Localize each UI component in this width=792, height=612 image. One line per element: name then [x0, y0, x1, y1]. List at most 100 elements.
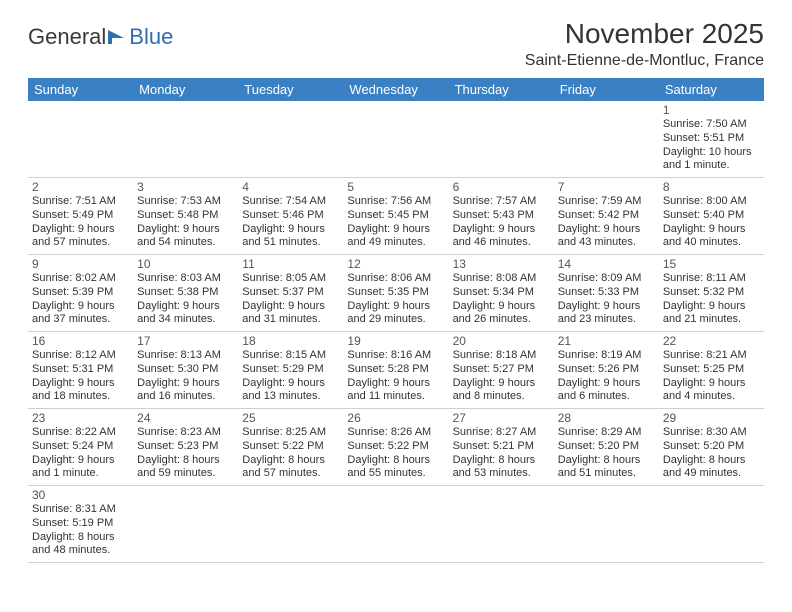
day-number: 9: [32, 257, 129, 271]
day-info: Sunrise: 8:13 AMSunset: 5:30 PMDaylight:…: [137, 349, 234, 404]
calendar-cell: [238, 101, 343, 178]
day-header: Monday: [133, 78, 238, 101]
sunrise-text: Sunrise: 8:18 AM: [453, 349, 550, 363]
day-number: 10: [137, 257, 234, 271]
sunrise-text: Sunrise: 7:50 AM: [663, 118, 760, 132]
daylight-text: Daylight: 8 hours and 59 minutes.: [137, 454, 234, 482]
calendar-cell: 11Sunrise: 8:05 AMSunset: 5:37 PMDayligh…: [238, 255, 343, 332]
page-header: GeneralBlue November 2025 Saint-Etienne-…: [28, 18, 764, 70]
day-info: Sunrise: 8:16 AMSunset: 5:28 PMDaylight:…: [347, 349, 444, 404]
day-header: Wednesday: [343, 78, 448, 101]
sunset-text: Sunset: 5:29 PM: [242, 363, 339, 377]
daylight-text: Daylight: 9 hours and 18 minutes.: [32, 377, 129, 405]
sunrise-text: Sunrise: 8:13 AM: [137, 349, 234, 363]
day-header: Saturday: [659, 78, 764, 101]
daylight-text: Daylight: 9 hours and 49 minutes.: [347, 223, 444, 251]
daylight-text: Daylight: 9 hours and 11 minutes.: [347, 377, 444, 405]
sunrise-text: Sunrise: 8:11 AM: [663, 272, 760, 286]
day-number: 24: [137, 411, 234, 425]
sunset-text: Sunset: 5:23 PM: [137, 440, 234, 454]
calendar-cell: 14Sunrise: 8:09 AMSunset: 5:33 PMDayligh…: [554, 255, 659, 332]
calendar-cell: 13Sunrise: 8:08 AMSunset: 5:34 PMDayligh…: [449, 255, 554, 332]
day-number: 7: [558, 180, 655, 194]
day-info: Sunrise: 8:27 AMSunset: 5:21 PMDaylight:…: [453, 426, 550, 481]
daylight-text: Daylight: 9 hours and 34 minutes.: [137, 300, 234, 328]
day-info: Sunrise: 8:11 AMSunset: 5:32 PMDaylight:…: [663, 272, 760, 327]
day-info: Sunrise: 8:09 AMSunset: 5:33 PMDaylight:…: [558, 272, 655, 327]
calendar-cell: 21Sunrise: 8:19 AMSunset: 5:26 PMDayligh…: [554, 332, 659, 409]
sunset-text: Sunset: 5:40 PM: [663, 209, 760, 223]
calendar-cell: 2Sunrise: 7:51 AMSunset: 5:49 PMDaylight…: [28, 178, 133, 255]
day-info: Sunrise: 8:22 AMSunset: 5:24 PMDaylight:…: [32, 426, 129, 481]
calendar-cell: 27Sunrise: 8:27 AMSunset: 5:21 PMDayligh…: [449, 409, 554, 486]
daylight-text: Daylight: 8 hours and 55 minutes.: [347, 454, 444, 482]
sunset-text: Sunset: 5:30 PM: [137, 363, 234, 377]
calendar-body: 1Sunrise: 7:50 AMSunset: 5:51 PMDaylight…: [28, 101, 764, 563]
sunrise-text: Sunrise: 7:51 AM: [32, 195, 129, 209]
sunset-text: Sunset: 5:34 PM: [453, 286, 550, 300]
day-number: 16: [32, 334, 129, 348]
day-info: Sunrise: 8:02 AMSunset: 5:39 PMDaylight:…: [32, 272, 129, 327]
sunrise-text: Sunrise: 8:29 AM: [558, 426, 655, 440]
sunset-text: Sunset: 5:26 PM: [558, 363, 655, 377]
day-info: Sunrise: 8:31 AMSunset: 5:19 PMDaylight:…: [32, 503, 129, 558]
day-number: 13: [453, 257, 550, 271]
day-info: Sunrise: 8:19 AMSunset: 5:26 PMDaylight:…: [558, 349, 655, 404]
day-info: Sunrise: 7:59 AMSunset: 5:42 PMDaylight:…: [558, 195, 655, 250]
day-info: Sunrise: 7:53 AMSunset: 5:48 PMDaylight:…: [137, 195, 234, 250]
day-info: Sunrise: 8:26 AMSunset: 5:22 PMDaylight:…: [347, 426, 444, 481]
calendar-week-row: 23Sunrise: 8:22 AMSunset: 5:24 PMDayligh…: [28, 409, 764, 486]
calendar-cell: [449, 486, 554, 563]
daylight-text: Daylight: 9 hours and 46 minutes.: [453, 223, 550, 251]
day-number: 11: [242, 257, 339, 271]
calendar-cell: [449, 101, 554, 178]
day-number: 12: [347, 257, 444, 271]
day-info: Sunrise: 8:15 AMSunset: 5:29 PMDaylight:…: [242, 349, 339, 404]
sunrise-text: Sunrise: 8:19 AM: [558, 349, 655, 363]
calendar-cell: 24Sunrise: 8:23 AMSunset: 5:23 PMDayligh…: [133, 409, 238, 486]
day-number: 2: [32, 180, 129, 194]
sunset-text: Sunset: 5:43 PM: [453, 209, 550, 223]
sunrise-text: Sunrise: 7:59 AM: [558, 195, 655, 209]
sunrise-text: Sunrise: 8:06 AM: [347, 272, 444, 286]
daylight-text: Daylight: 9 hours and 13 minutes.: [242, 377, 339, 405]
sunrise-text: Sunrise: 7:56 AM: [347, 195, 444, 209]
day-number: 4: [242, 180, 339, 194]
day-number: 22: [663, 334, 760, 348]
day-info: Sunrise: 8:30 AMSunset: 5:20 PMDaylight:…: [663, 426, 760, 481]
sunset-text: Sunset: 5:22 PM: [242, 440, 339, 454]
calendar-page: GeneralBlue November 2025 Saint-Etienne-…: [0, 0, 792, 563]
sunrise-text: Sunrise: 8:09 AM: [558, 272, 655, 286]
day-number: 29: [663, 411, 760, 425]
sunrise-text: Sunrise: 8:21 AM: [663, 349, 760, 363]
daylight-text: Daylight: 9 hours and 40 minutes.: [663, 223, 760, 251]
day-header: Tuesday: [238, 78, 343, 101]
calendar-week-row: 9Sunrise: 8:02 AMSunset: 5:39 PMDaylight…: [28, 255, 764, 332]
calendar-cell: 19Sunrise: 8:16 AMSunset: 5:28 PMDayligh…: [343, 332, 448, 409]
day-info: Sunrise: 8:29 AMSunset: 5:20 PMDaylight:…: [558, 426, 655, 481]
day-number: 5: [347, 180, 444, 194]
sunrise-text: Sunrise: 8:03 AM: [137, 272, 234, 286]
calendar-cell: [133, 101, 238, 178]
sunset-text: Sunset: 5:20 PM: [663, 440, 760, 454]
daylight-text: Daylight: 9 hours and 1 minute.: [32, 454, 129, 482]
sunrise-text: Sunrise: 8:12 AM: [32, 349, 129, 363]
daylight-text: Daylight: 10 hours and 1 minute.: [663, 146, 760, 174]
sunset-text: Sunset: 5:21 PM: [453, 440, 550, 454]
daylight-text: Daylight: 8 hours and 53 minutes.: [453, 454, 550, 482]
daylight-text: Daylight: 9 hours and 4 minutes.: [663, 377, 760, 405]
sunrise-text: Sunrise: 8:30 AM: [663, 426, 760, 440]
calendar-cell: 20Sunrise: 8:18 AMSunset: 5:27 PMDayligh…: [449, 332, 554, 409]
calendar-head: SundayMondayTuesdayWednesdayThursdayFrid…: [28, 78, 764, 101]
daylight-text: Daylight: 9 hours and 43 minutes.: [558, 223, 655, 251]
sunrise-text: Sunrise: 8:22 AM: [32, 426, 129, 440]
day-info: Sunrise: 7:54 AMSunset: 5:46 PMDaylight:…: [242, 195, 339, 250]
calendar-table: SundayMondayTuesdayWednesdayThursdayFrid…: [28, 78, 764, 563]
sunrise-text: Sunrise: 8:26 AM: [347, 426, 444, 440]
daylight-text: Daylight: 8 hours and 51 minutes.: [558, 454, 655, 482]
sunset-text: Sunset: 5:38 PM: [137, 286, 234, 300]
sunrise-text: Sunrise: 8:31 AM: [32, 503, 129, 517]
day-number: 6: [453, 180, 550, 194]
calendar-cell: [554, 486, 659, 563]
day-header: Thursday: [449, 78, 554, 101]
